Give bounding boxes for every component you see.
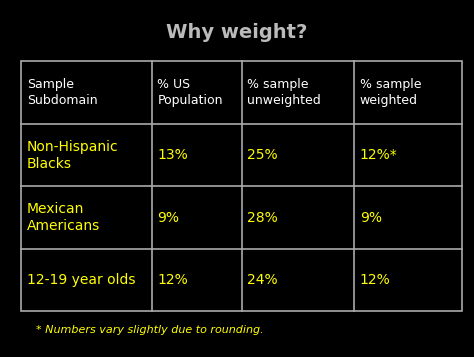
Text: Sample
Subdomain: Sample Subdomain	[27, 78, 98, 107]
Text: % US
Population: % US Population	[157, 78, 223, 107]
Text: % sample
unweighted: % sample unweighted	[247, 78, 321, 107]
Text: 12%*: 12%*	[360, 149, 398, 162]
Text: 25%: 25%	[247, 149, 278, 162]
Text: 9%: 9%	[360, 211, 382, 225]
Text: Mexican
Americans: Mexican Americans	[27, 202, 100, 233]
Text: 9%: 9%	[157, 211, 180, 225]
Text: 28%: 28%	[247, 211, 278, 225]
Text: 12-19 year olds: 12-19 year olds	[27, 272, 136, 287]
Bar	[21, 61, 462, 311]
Text: 12%: 12%	[360, 272, 391, 287]
Text: Why weight?: Why weight?	[166, 23, 308, 42]
Text: 12%: 12%	[157, 272, 188, 287]
Text: Non-Hispanic
Blacks: Non-Hispanic Blacks	[27, 140, 118, 171]
Text: 13%: 13%	[157, 149, 188, 162]
Text: 24%: 24%	[247, 272, 278, 287]
Text: % sample
weighted: % sample weighted	[360, 78, 421, 107]
Text: * Numbers vary slightly due to rounding.: * Numbers vary slightly due to rounding.	[36, 325, 263, 335]
